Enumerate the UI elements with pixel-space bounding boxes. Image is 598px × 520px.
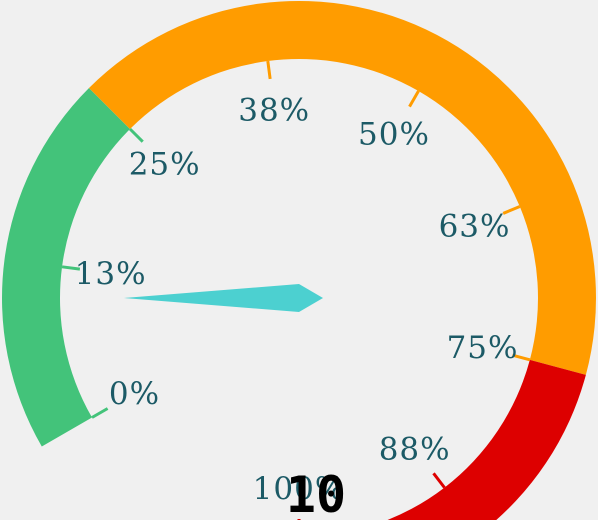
- gauge-tick-label: 25%: [129, 147, 201, 183]
- gauge-value-readout: 10: [286, 466, 346, 520]
- gauge-tick-label: 88%: [379, 432, 451, 468]
- gauge-pointer-group: [124, 284, 323, 312]
- gauge-tick-4: [408, 90, 420, 108]
- gauge-band-0: [1, 87, 131, 447]
- gauge-tick-label: 13%: [75, 256, 147, 292]
- gauge-band-2: [387, 359, 586, 520]
- gauge-tick-label: 100%: [253, 471, 346, 507]
- gauge-tick-5: [502, 205, 521, 215]
- gauge-tick-label: 63%: [439, 208, 511, 244]
- gauge-tick-label: 50%: [358, 116, 430, 152]
- gauge-tick-label: 75%: [447, 330, 519, 366]
- gauge-tick-0: [91, 407, 109, 419]
- gauge-pointer: [124, 284, 323, 312]
- gauge-tick-label: 0%: [109, 376, 160, 412]
- gauge-tick-labels: 0% 13% 25% 38% 50% 63% 75% 88% 100%: [75, 93, 519, 507]
- gauge-band-1: [88, 0, 596, 375]
- gauge-tick-3: [266, 60, 272, 80]
- gauge-ticks: [61, 60, 531, 520]
- gauge-tick-label: 38%: [238, 93, 310, 129]
- gauge-tick-1: [61, 265, 81, 271]
- gauge-tick-7: [432, 472, 446, 489]
- gauge-tick-6: [512, 353, 531, 362]
- gauge-tick-2: [128, 127, 144, 143]
